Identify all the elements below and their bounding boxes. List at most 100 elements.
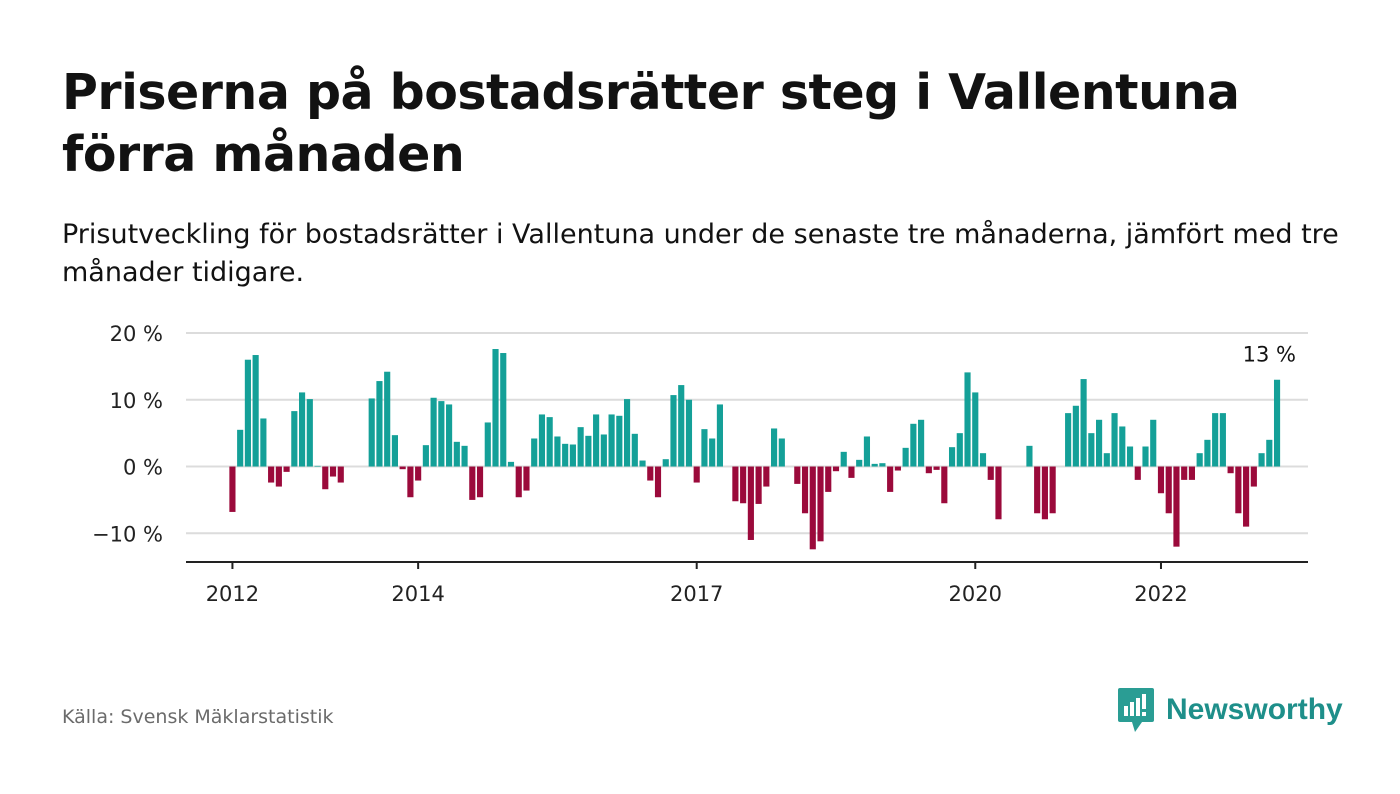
annotations: 13 % xyxy=(1243,343,1296,367)
bar xyxy=(329,466,337,477)
bar xyxy=(685,399,693,467)
bar xyxy=(244,359,251,467)
bar xyxy=(856,459,863,467)
newsworthy-logo-icon xyxy=(1118,688,1154,732)
bar xyxy=(275,466,282,487)
bar xyxy=(585,435,592,467)
bar xyxy=(476,466,484,498)
bar xyxy=(469,466,476,500)
x-tick-label: 2017 xyxy=(670,582,723,606)
bar xyxy=(987,466,994,480)
bar xyxy=(662,459,669,467)
bar xyxy=(709,438,716,467)
bar xyxy=(1072,405,1079,467)
bar xyxy=(825,466,832,492)
bar xyxy=(1250,466,1257,487)
bar xyxy=(995,466,1002,520)
bar xyxy=(1173,466,1180,547)
bar xyxy=(291,411,298,467)
bar xyxy=(577,427,584,467)
bar xyxy=(376,381,383,467)
x-axis: 2012 2014 2017 2020 2022 xyxy=(186,561,1308,606)
bar xyxy=(314,465,321,467)
chart-title: Priserna på bostadsrätter steg i Vallent… xyxy=(62,64,1240,183)
bar xyxy=(956,433,963,467)
bar-chart: 20 % 10 % 0 % −10 % 2012 2014 2017 2020 2022 13… xyxy=(92,322,1308,606)
bar xyxy=(1227,466,1234,474)
bar xyxy=(391,435,398,467)
bar-series xyxy=(229,349,1281,550)
bar xyxy=(1134,466,1141,480)
bar xyxy=(1065,413,1072,467)
bar xyxy=(407,466,414,498)
bar xyxy=(1235,466,1242,514)
bar xyxy=(430,397,437,467)
bar xyxy=(1049,466,1056,514)
y-tick-label: 0 % xyxy=(123,456,163,480)
bar xyxy=(755,466,762,504)
bar xyxy=(229,466,236,512)
bar xyxy=(732,466,739,502)
bar xyxy=(368,398,375,467)
bar xyxy=(1157,466,1165,494)
bar xyxy=(887,466,894,492)
bar xyxy=(1150,419,1157,467)
bar xyxy=(461,445,468,467)
chart-subtitle: Prisutveckling för bostadsrätter i Valle… xyxy=(62,219,1339,288)
bar xyxy=(902,447,909,467)
bar xyxy=(794,466,801,484)
bar xyxy=(832,466,840,472)
bar xyxy=(1196,453,1203,467)
data-label: 13 % xyxy=(1243,343,1296,367)
bar xyxy=(268,466,275,483)
bar xyxy=(1181,466,1188,480)
bar xyxy=(871,463,878,467)
bar xyxy=(639,460,646,467)
bar xyxy=(631,433,638,467)
bar xyxy=(1034,466,1041,514)
bar xyxy=(1088,433,1095,467)
bar xyxy=(809,466,816,550)
x-tick-label: 2020 xyxy=(949,582,1002,606)
bar xyxy=(492,349,499,467)
bar xyxy=(1266,439,1273,467)
bar xyxy=(1026,445,1033,467)
bar xyxy=(840,451,847,467)
bar xyxy=(399,466,406,470)
bar xyxy=(1273,379,1281,467)
bar xyxy=(778,438,785,467)
bar xyxy=(763,466,770,487)
brand-name: Newsworthy xyxy=(1166,693,1343,726)
bar xyxy=(546,417,553,467)
bar xyxy=(337,466,344,483)
bar xyxy=(554,436,561,467)
bar xyxy=(1126,446,1134,467)
bar xyxy=(306,399,313,467)
bar xyxy=(1111,413,1118,467)
bar xyxy=(484,422,491,467)
bar xyxy=(422,445,429,467)
bar xyxy=(562,443,569,467)
bar xyxy=(1188,466,1195,480)
bar xyxy=(1219,413,1226,467)
bar xyxy=(515,466,522,498)
bar xyxy=(415,466,422,481)
bar xyxy=(507,461,515,467)
bar xyxy=(817,466,824,542)
bar xyxy=(933,466,940,470)
bar xyxy=(848,466,855,478)
bar xyxy=(616,415,623,467)
bar xyxy=(1165,466,1172,514)
bar xyxy=(1041,466,1048,520)
bar xyxy=(948,447,956,467)
bar xyxy=(538,414,546,467)
bar xyxy=(964,372,971,467)
bar xyxy=(1212,413,1219,467)
bar xyxy=(716,404,723,467)
bar xyxy=(1204,439,1211,467)
bar xyxy=(1096,419,1103,467)
bar xyxy=(701,429,708,467)
bar xyxy=(979,453,987,467)
bar xyxy=(693,466,700,483)
bar xyxy=(863,436,871,467)
